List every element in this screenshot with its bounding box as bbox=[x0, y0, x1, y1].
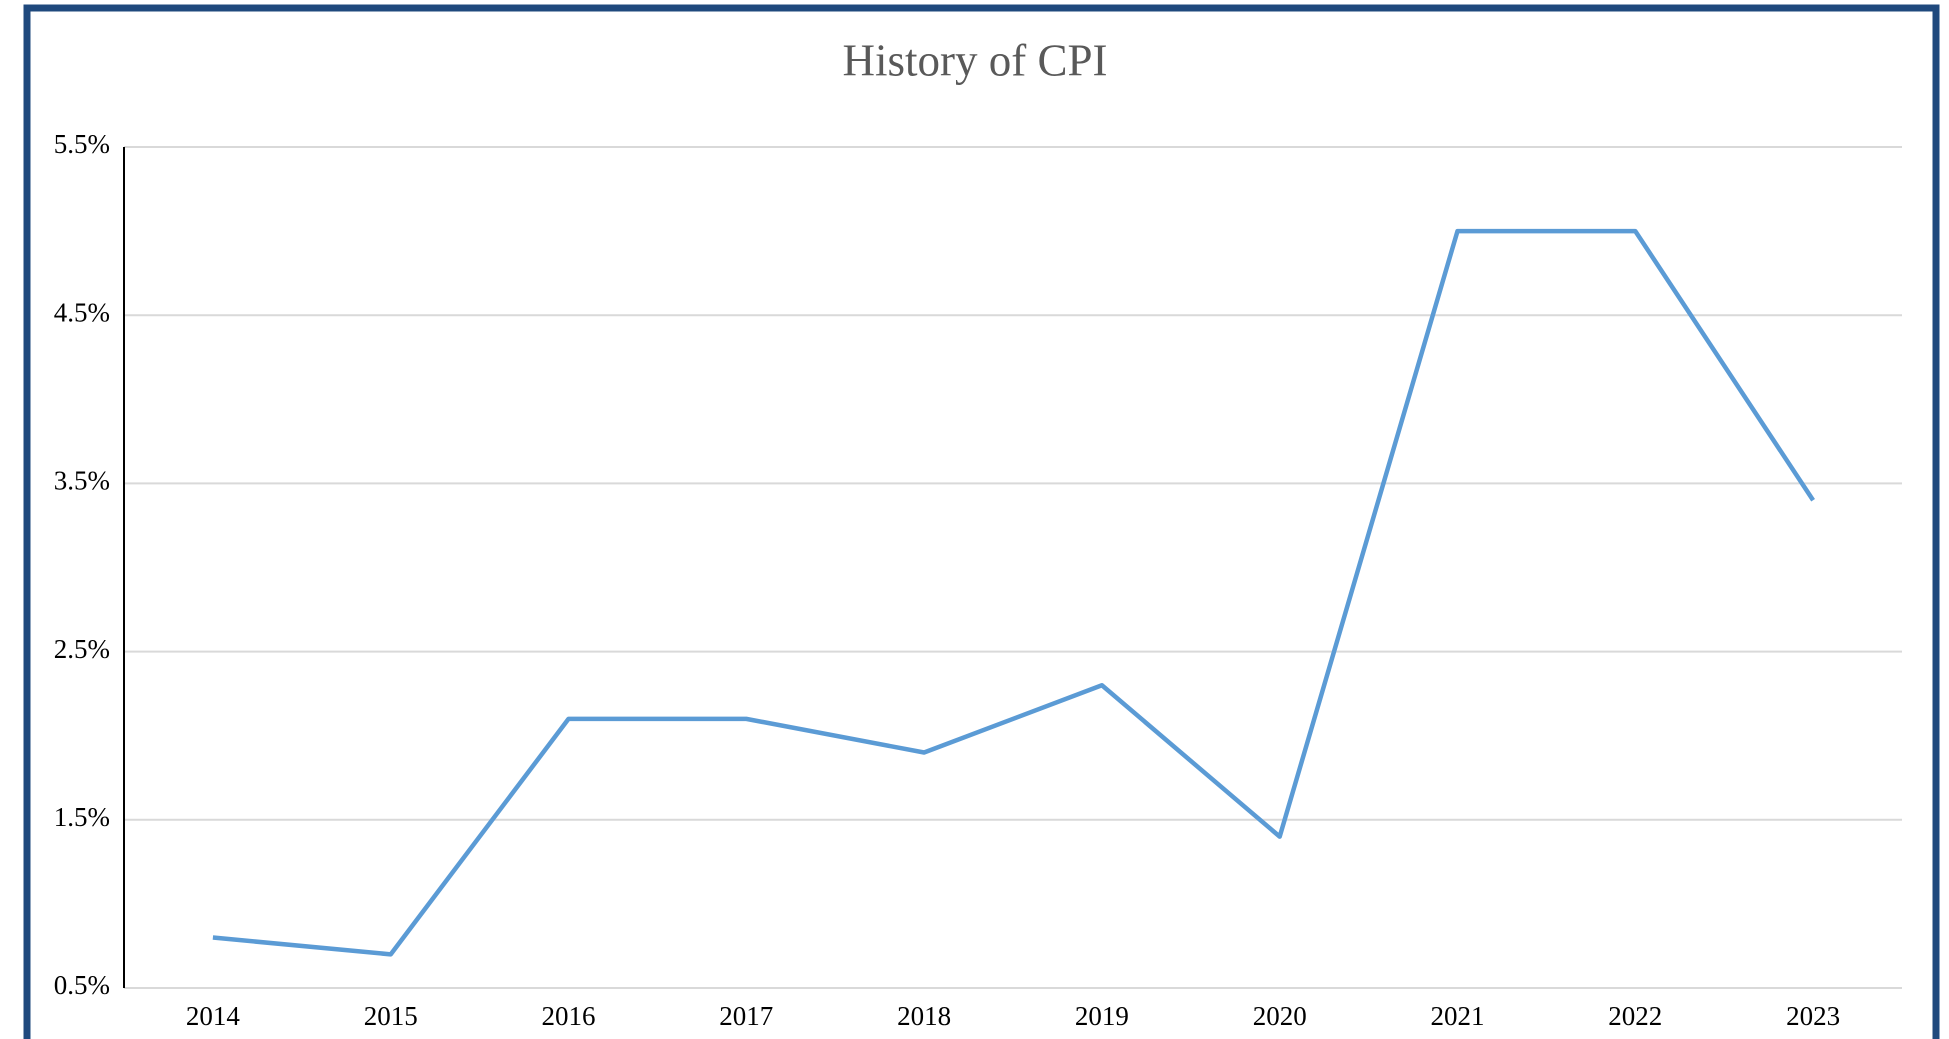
x-tick-label: 2016 bbox=[542, 1001, 596, 1031]
y-tick-label: 0.5% bbox=[54, 970, 110, 1000]
x-tick-label: 2022 bbox=[1608, 1001, 1662, 1031]
x-tick-label: 2015 bbox=[364, 1001, 418, 1031]
x-tick-label: 2014 bbox=[186, 1001, 241, 1031]
x-tick-label: 2023 bbox=[1786, 1001, 1840, 1031]
x-tick-label: 2017 bbox=[719, 1001, 773, 1031]
y-tick-label: 5.5% bbox=[54, 129, 110, 159]
x-tick-label: 2019 bbox=[1075, 1001, 1129, 1031]
y-tick-label: 3.5% bbox=[54, 466, 110, 496]
chart-title: History of CPI bbox=[842, 35, 1107, 85]
x-tick-label: 2018 bbox=[897, 1001, 951, 1031]
x-tick-label: 2021 bbox=[1431, 1001, 1485, 1031]
frame bbox=[23, 4, 1940, 1039]
line-series bbox=[212, 228, 1815, 957]
x-tick-label: 2020 bbox=[1253, 1001, 1307, 1031]
y-tick-label: 1.5% bbox=[54, 802, 110, 832]
y-tick-label: 4.5% bbox=[54, 297, 110, 327]
y-tick-label: 2.5% bbox=[54, 634, 110, 664]
